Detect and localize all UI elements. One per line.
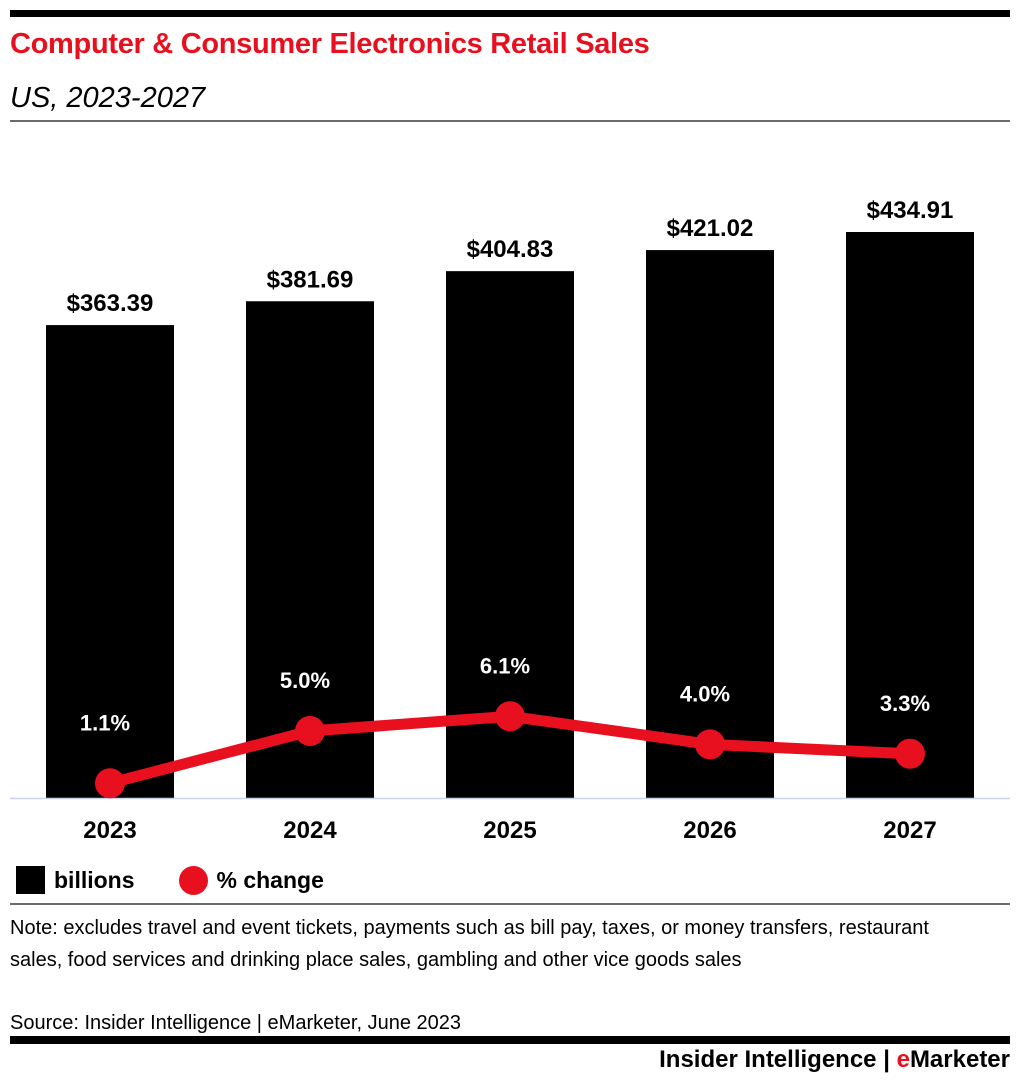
- pct-label-2027: 3.3%: [880, 691, 930, 716]
- pct-point-2026: [695, 729, 725, 760]
- pct-label-2025: 6.1%: [480, 653, 530, 678]
- chart-source: Source: Insider Intelligence | eMarketer…: [10, 1012, 462, 1034]
- x-tick-label-2025: 2025: [483, 817, 536, 844]
- bar-value-label-2027: $434.91: [867, 197, 954, 224]
- bottom-rule: [10, 1036, 1010, 1044]
- brand-name-left: Insider Intelligence |: [659, 1046, 897, 1073]
- top-rule: [10, 10, 1010, 17]
- bar-value-label-2025: $404.83: [467, 236, 554, 263]
- legend: billions % change: [16, 864, 324, 896]
- pct-point-2024: [295, 716, 325, 746]
- legend-label-percent-change: % change: [216, 866, 324, 893]
- chart-title: Computer & Consumer Electronics Retail S…: [10, 28, 650, 60]
- pct-label-2026: 4.0%: [680, 681, 730, 706]
- legend-label-billions: billions: [54, 866, 135, 893]
- pct-point-2025: [495, 701, 525, 732]
- bar-2023: [46, 325, 174, 798]
- x-tick-label-2023: 2023: [83, 817, 136, 844]
- bar-2024: [246, 301, 374, 798]
- legend-swatch-billions: [16, 866, 45, 894]
- brand-name-right: Marketer: [909, 1046, 1010, 1073]
- bar-value-label-2023: $363.39: [67, 290, 154, 317]
- pct-point-2023: [95, 768, 125, 799]
- bar-2027: [846, 232, 974, 798]
- pct-point-2027: [895, 738, 925, 769]
- legend-swatch-percent-change: [178, 865, 208, 895]
- chart-area: $363.39 2023 1.1% $381.69 2024 5.0% $404.83 202…: [10, 197, 1010, 844]
- header-divider: [10, 120, 1010, 122]
- x-tick-label-2026: 2026: [683, 817, 736, 844]
- x-tick-label-2027: 2027: [883, 817, 936, 844]
- chart-subtitle: US, 2023-2027: [10, 82, 206, 114]
- bar-value-label-2026: $421.02: [667, 215, 754, 242]
- brand-logo: Insider Intelligence | eMarketer: [659, 1046, 1010, 1074]
- bar-value-label-2024: $381.69: [267, 266, 354, 293]
- chart-note: Note: excludes travel and event tickets,…: [10, 917, 929, 971]
- x-tick-label-2024: 2024: [283, 817, 337, 844]
- bar-2026: [646, 250, 774, 798]
- footer-divider: [10, 903, 1010, 905]
- pct-label-2023: 1.1%: [80, 710, 130, 735]
- pct-label-2024: 5.0%: [280, 668, 330, 693]
- brand-name-e: e: [896, 1046, 910, 1073]
